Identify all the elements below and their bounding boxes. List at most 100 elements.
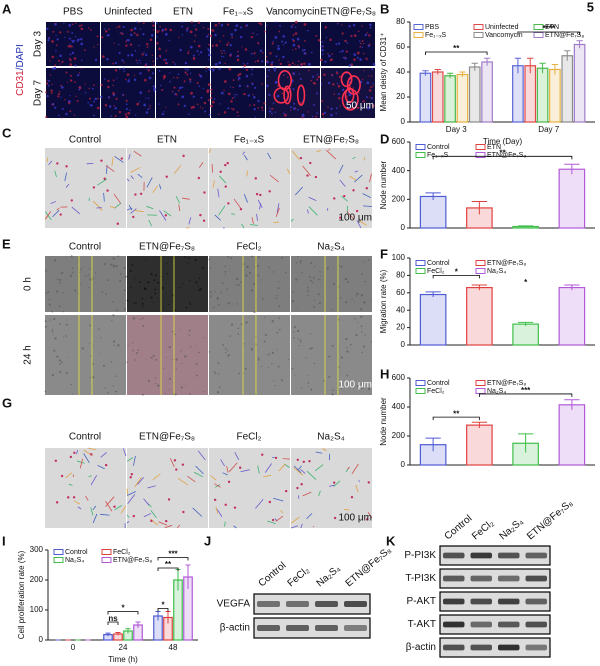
speckle [192, 54, 195, 57]
speckle [100, 83, 103, 87]
speckle [136, 102, 140, 106]
micrograph [320, 22, 376, 67]
tube-segment [52, 210, 60, 218]
node [339, 216, 342, 219]
tube-segment [126, 178, 130, 182]
speckle [156, 36, 158, 38]
speckle [362, 100, 365, 103]
blot-band [498, 552, 520, 559]
texture [236, 303, 239, 305]
tube-segment [218, 175, 227, 184]
legend-label: ETN [545, 24, 559, 31]
speckle [250, 36, 253, 39]
tube-segment [71, 206, 81, 215]
speckle [136, 21, 138, 23]
speckle [69, 43, 71, 45]
speckle [71, 39, 73, 41]
texture [150, 356, 153, 359]
texture [208, 351, 211, 353]
speckle [270, 112, 273, 115]
speckle [139, 62, 142, 64]
speckle [224, 52, 226, 54]
speckle [158, 54, 162, 57]
speckle [332, 83, 335, 86]
bar [419, 72, 432, 123]
texture [110, 360, 113, 363]
blot-band [443, 644, 465, 651]
tube-segment [216, 509, 223, 517]
speckle [146, 68, 148, 71]
speckle [344, 39, 347, 43]
speckle [227, 107, 230, 110]
texture [92, 376, 95, 379]
speckle [294, 47, 297, 50]
texture [284, 271, 287, 274]
speckle [282, 43, 285, 46]
texture [323, 379, 326, 382]
tube-segment [358, 480, 360, 483]
significance-bracket [432, 275, 480, 279]
texture [112, 314, 115, 317]
node [197, 176, 201, 180]
texture [59, 322, 62, 325]
speckle [142, 22, 145, 25]
speckle [50, 91, 53, 94]
speckle [251, 82, 254, 86]
speckle [259, 23, 263, 26]
speckle [192, 57, 195, 59]
blot-band [443, 575, 465, 582]
texture [276, 349, 278, 351]
y-tick-label: 200 [30, 575, 44, 584]
speckle [149, 107, 151, 109]
texture [74, 289, 77, 292]
texture [145, 259, 147, 262]
texture [182, 283, 184, 285]
speckle [341, 49, 344, 53]
speckle [183, 80, 186, 83]
speckle [193, 25, 196, 27]
tube-segment [92, 513, 98, 524]
speckle [294, 32, 298, 35]
speckle [256, 59, 260, 63]
texture [226, 349, 229, 352]
speckle [352, 23, 356, 27]
tube-segment [150, 510, 157, 518]
speckle [367, 106, 370, 110]
speckle [222, 56, 225, 58]
error-bar [434, 69, 441, 75]
speckle [243, 64, 247, 67]
texture [174, 393, 177, 396]
speckle [130, 53, 134, 57]
tube-segment [126, 521, 130, 524]
speckle [236, 94, 238, 96]
speckle [361, 25, 363, 27]
speckle [135, 59, 138, 62]
speckle [341, 24, 343, 26]
speckle [45, 82, 49, 85]
legend-swatch [53, 557, 64, 563]
legend-label: Fe₁₋ₓS [425, 32, 447, 39]
node [343, 194, 346, 198]
speckle [129, 109, 131, 111]
texture [51, 310, 54, 313]
texture [340, 297, 342, 299]
tube-segment [127, 457, 134, 462]
tube-segment [278, 463, 286, 472]
texture [208, 258, 211, 261]
speckle [351, 106, 354, 108]
speckle [152, 60, 155, 63]
column-header: Fe₁₋ₓS [234, 135, 265, 146]
legend-swatch [475, 268, 486, 274]
blot-band [498, 575, 520, 582]
texture [113, 344, 115, 347]
tube-segment [214, 214, 221, 221]
texture [131, 349, 134, 352]
legend-swatch [475, 380, 486, 386]
texture [244, 263, 246, 265]
blot-row-label: T-AKT [408, 619, 436, 630]
speckle [356, 51, 360, 55]
texture [154, 288, 157, 291]
speckle [74, 35, 77, 38]
speckle [187, 52, 190, 55]
significance-bracket [425, 51, 488, 55]
